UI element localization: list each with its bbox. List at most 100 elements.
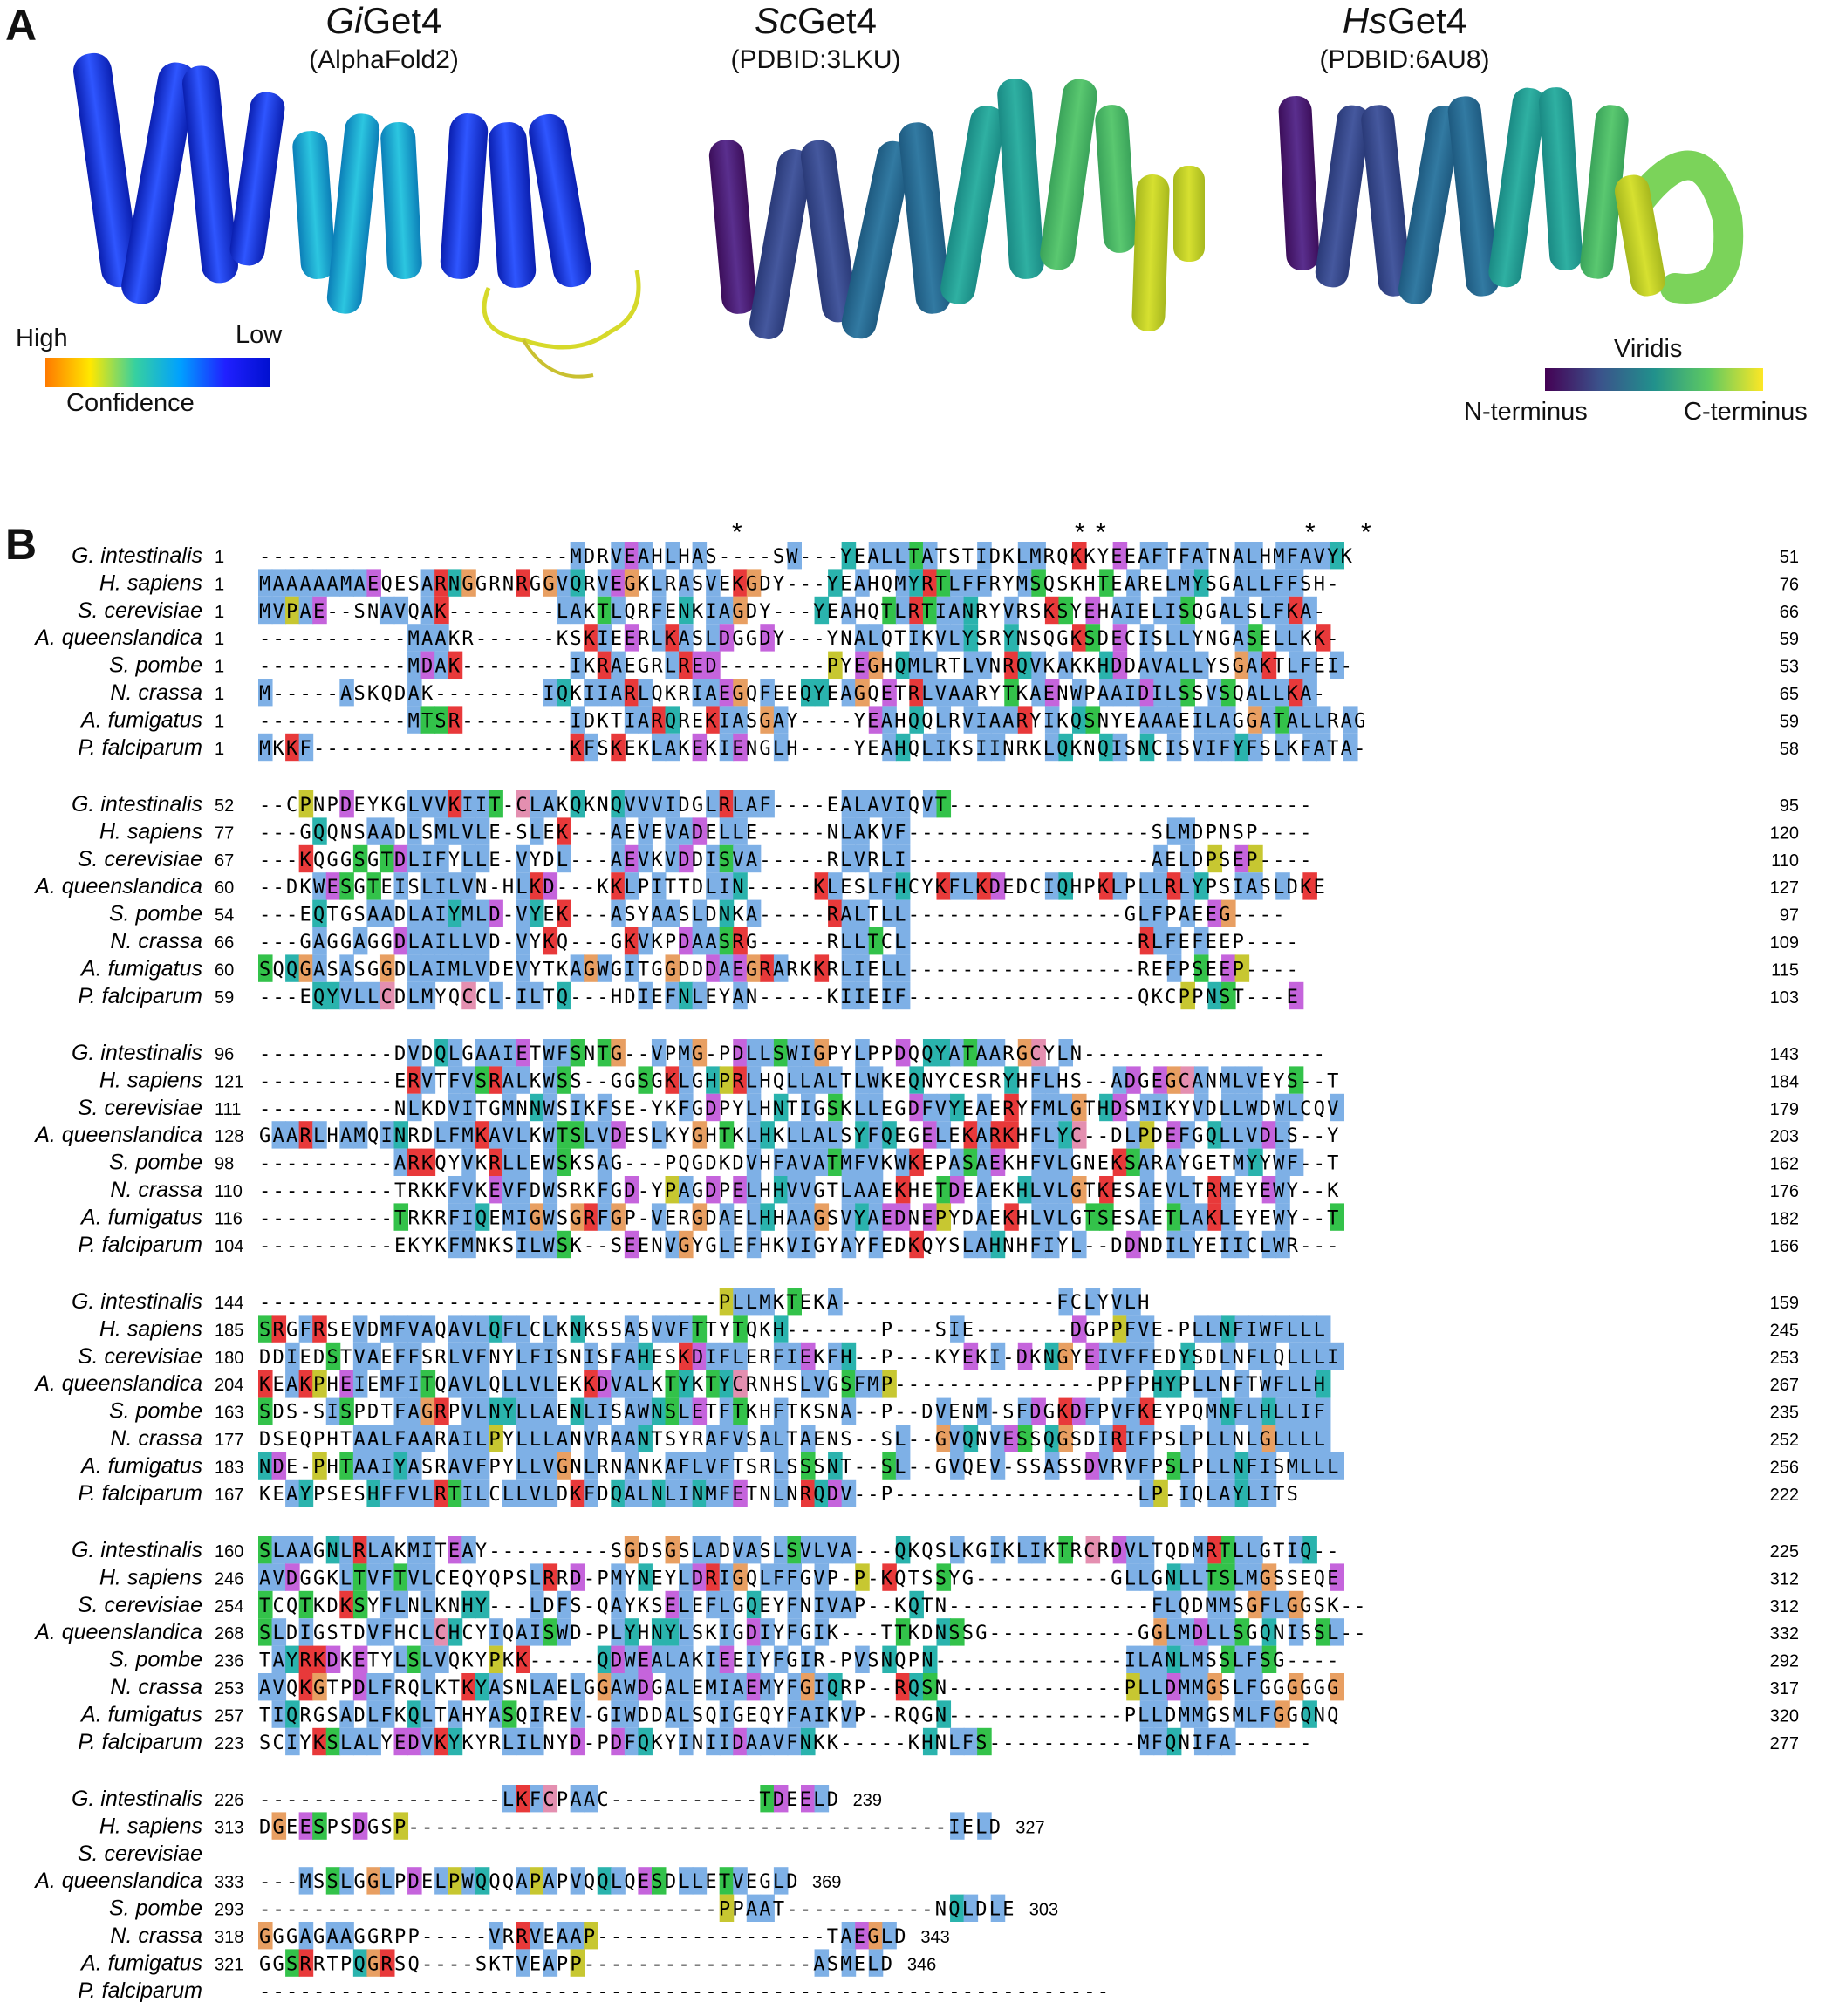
residue-highlight <box>1221 1452 1236 1480</box>
species-name: A. fumigatus <box>79 1951 202 1975</box>
residue-highlight <box>1017 651 1033 679</box>
residue-highlight <box>352 1425 368 1452</box>
residue-highlight <box>461 817 476 845</box>
residue-highlight <box>1343 733 1358 762</box>
residue-highlight <box>679 651 694 679</box>
residue-highlight <box>936 1093 952 1122</box>
residue-highlight <box>1112 542 1128 570</box>
residue-highlight <box>1139 1536 1155 1564</box>
residue-highlight <box>1180 844 1195 873</box>
residue-highlight <box>502 1093 517 1122</box>
residue-highlight <box>434 790 449 818</box>
sequence-row: ----------EKYKFMNKSILWSK--SEENVGYGLEFHKV… <box>259 1235 1341 1257</box>
residue-highlight <box>1316 1397 1331 1425</box>
residue-highlight <box>530 1563 544 1591</box>
residue-highlight <box>855 981 870 1010</box>
residue-highlight <box>1085 624 1101 652</box>
residue-highlight <box>909 624 924 652</box>
residue-highlight <box>516 899 530 927</box>
end-position: 65 <box>1780 685 1799 704</box>
residue-highlight <box>719 624 735 652</box>
residue-highlight <box>461 569 476 597</box>
confidence-colorbar <box>45 358 270 387</box>
residue-highlight <box>841 1370 857 1398</box>
residue-highlight <box>1139 624 1155 652</box>
residue-highlight <box>1180 1066 1195 1094</box>
residue-highlight <box>366 981 381 1010</box>
sequence-row: MAAAAAMAEQESARNGGRNRGGVQRVEGKLRASVEKGDY-… <box>259 573 1341 595</box>
residue-highlight <box>814 679 830 707</box>
residue-highlight <box>1248 1342 1263 1370</box>
residue-highlight <box>922 542 938 570</box>
residue-highlight <box>420 1397 436 1425</box>
residue-highlight <box>977 1176 992 1204</box>
residue-highlight <box>855 1039 870 1067</box>
residue-highlight <box>746 1066 762 1094</box>
residue-highlight <box>624 790 639 818</box>
residue-highlight <box>936 679 952 707</box>
sequence-row: KEAKPHEIEMFITQAVLQLLVLEKKDVALKTYKTYCRNHS… <box>259 1374 1327 1396</box>
species-name: S. pombe <box>109 653 202 678</box>
residue-highlight <box>502 1315 517 1343</box>
gi-get4-structure-image <box>73 52 641 379</box>
residue-highlight <box>787 1288 802 1316</box>
residue-highlight <box>1302 733 1317 762</box>
residue-highlight <box>638 706 653 734</box>
residue-highlight <box>1180 596 1195 625</box>
residue-highlight <box>570 596 585 625</box>
residue-highlight <box>990 1121 1006 1149</box>
start-position: 67 <box>215 851 234 871</box>
residue-highlight <box>258 954 273 982</box>
residue-highlight <box>1207 1176 1223 1204</box>
residue-highlight <box>828 569 843 597</box>
residue-highlight <box>366 872 381 900</box>
residue-highlight <box>1153 1618 1168 1646</box>
residue-highlight <box>814 1479 830 1507</box>
residue-highlight <box>706 790 721 818</box>
species-name: A. fumigatus <box>79 1205 202 1229</box>
residue-highlight <box>448 1230 463 1259</box>
residue-highlight <box>1044 1121 1060 1149</box>
residue-highlight <box>855 927 870 955</box>
residue-highlight <box>1153 1479 1168 1507</box>
residue-highlight <box>1275 1425 1290 1452</box>
residue-highlight <box>557 679 571 707</box>
residue-highlight <box>434 844 449 873</box>
residue-highlight <box>719 1479 735 1507</box>
residue-highlight <box>1180 542 1195 570</box>
residue-highlight <box>733 954 748 982</box>
residue-highlight <box>448 1039 463 1067</box>
residue-highlight <box>448 817 463 845</box>
residue-highlight <box>868 542 884 570</box>
residue-highlight <box>543 569 558 597</box>
start-position: 128 <box>215 1127 243 1146</box>
residue-highlight <box>651 1397 667 1425</box>
residue-highlight <box>936 1397 952 1425</box>
residue-highlight <box>746 1618 762 1646</box>
residue-highlight <box>1017 706 1033 734</box>
residue-highlight <box>746 1288 762 1316</box>
start-position: 204 <box>215 1376 243 1395</box>
residue-highlight <box>828 1066 843 1094</box>
residue-highlight <box>787 1176 802 1204</box>
residue-highlight <box>1207 1315 1223 1343</box>
residue-highlight <box>624 624 639 652</box>
residue-highlight <box>841 1536 857 1564</box>
residue-highlight <box>706 679 721 707</box>
residue-highlight <box>1044 706 1060 734</box>
residue-highlight <box>1221 733 1236 762</box>
residue-highlight <box>1234 1148 1250 1176</box>
residue-highlight <box>773 1176 789 1204</box>
residue-highlight <box>624 1645 639 1673</box>
residue-highlight <box>868 1066 884 1094</box>
residue-highlight <box>624 1370 639 1398</box>
residue-highlight <box>339 872 354 900</box>
residue-highlight <box>379 1563 395 1591</box>
struct-1-species: Gi <box>325 0 363 41</box>
residue-highlight <box>1234 872 1250 900</box>
species-name: P. falciparum <box>78 1481 202 1506</box>
residue-highlight <box>448 1479 463 1507</box>
species-name: A. fumigatus <box>79 1702 202 1726</box>
residue-highlight <box>679 1039 694 1067</box>
residue-highlight <box>502 1121 517 1149</box>
